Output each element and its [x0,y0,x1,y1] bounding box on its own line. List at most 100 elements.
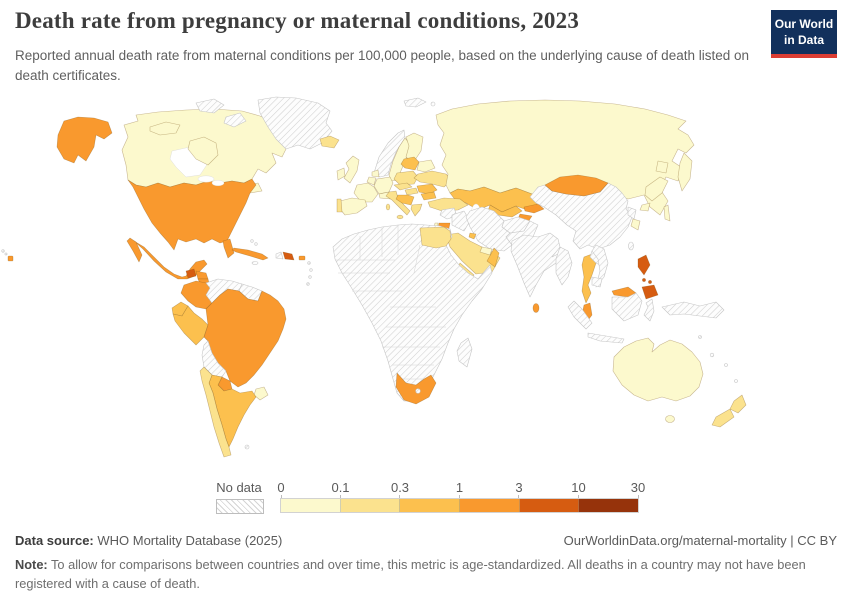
country-cuba[interactable] [231,247,269,261]
country-united-arab-emirates[interactable] [479,246,493,256]
country-ireland[interactable] [336,167,346,181]
country-italy[interactable] [385,190,411,216]
pacific-islet-vanuatu[interactable] [709,352,715,358]
pacific-islet[interactable] [4,252,8,256]
country-lesser-antilles-3[interactable] [308,275,312,279]
country-turkey[interactable] [427,197,469,212]
country-sri-lanka[interactable] [532,303,540,313]
country-czechia-slovakia[interactable] [393,182,413,191]
country-mexico[interactable] [133,240,208,280]
country-china[interactable] [529,182,633,250]
country-jamaica[interactable] [251,261,259,265]
country-vietnam[interactable] [591,244,609,288]
country-mexico-baja[interactable] [126,237,143,263]
country-japan-hokkaido[interactable] [655,160,669,174]
country-romania[interactable] [416,183,438,195]
pacific-islet-caledonia[interactable] [734,379,738,383]
legend-bin[interactable] [579,499,639,512]
country-australia[interactable] [612,337,704,402]
country-italy-sardinia[interactable] [385,203,391,211]
country-denmark[interactable] [371,169,380,178]
country-united-states-florida[interactable] [222,238,235,259]
country-africa-other[interactable] [332,223,493,402]
country-chile[interactable] [199,366,232,458]
country-egypt[interactable] [419,226,452,249]
country-finland[interactable] [405,132,424,164]
country-belgium-netherlands[interactable] [366,176,377,186]
country-south-africa[interactable] [395,372,437,405]
legend-no-data-swatch[interactable] [216,499,264,514]
country-mongolia[interactable] [544,174,609,197]
country-guatemala[interactable] [185,268,197,279]
country-indonesia-java[interactable] [587,332,625,344]
country-belarus[interactable] [416,159,436,173]
country-iceland[interactable] [319,135,340,149]
country-hungary[interactable] [404,187,419,196]
country-arctic-islands-2[interactable] [223,112,247,128]
country-indonesia-kalimantan[interactable] [611,292,643,322]
country-united-states[interactable] [127,178,257,251]
owid-logo[interactable]: Our World in Data [771,10,837,59]
country-philippines-mindanao[interactable] [641,284,659,300]
country-philippines-visayas-2[interactable] [648,280,652,284]
country-dominican-republic[interactable] [282,251,295,261]
country-kuwait[interactable] [468,232,477,240]
country-poland[interactable] [393,170,419,186]
legend-bin[interactable] [400,499,461,512]
country-new-zealand-north[interactable] [729,394,747,414]
country-bahamas[interactable] [250,239,254,243]
legend-bin[interactable] [340,499,401,512]
country-united-states-hawaii[interactable] [7,255,14,262]
legend-bin[interactable] [281,499,341,512]
country-south-korea[interactable] [630,218,641,231]
country-alaska[interactable] [56,116,113,164]
country-iraq[interactable] [451,210,471,232]
country-bahamas-2[interactable] [254,242,258,246]
country-uruguay[interactable] [253,386,269,401]
country-spain[interactable] [338,197,368,216]
country-honduras[interactable] [195,270,209,280]
country-russia-kamchatka[interactable] [677,152,693,192]
country-portugal[interactable] [336,198,343,213]
pacific-islet-fiji[interactable] [724,363,728,367]
country-united-kingdom[interactable] [343,155,360,184]
pacific-islet[interactable] [1,249,5,253]
country-cambodia[interactable] [591,276,603,288]
owid-license-link[interactable]: OurWorldinData.org/maternal-mortality | … [563,533,837,548]
country-indonesia-sumatra[interactable] [567,300,593,330]
country-russia-sakhalin[interactable] [663,204,671,222]
pacific-islet-solomon[interactable] [698,335,702,339]
country-puerto-rico[interactable] [298,255,306,261]
country-japan-honshu[interactable] [644,176,669,202]
country-lesser-antilles-4[interactable] [306,282,310,286]
country-canada-baffin[interactable] [187,136,219,166]
country-lesotho[interactable] [415,388,421,394]
country-japan-kyushu[interactable] [639,202,651,212]
country-new-guinea[interactable] [661,301,725,319]
country-svalbard-2[interactable] [430,101,436,107]
country-greece[interactable] [410,203,423,217]
legend-bin[interactable] [460,499,520,512]
country-taiwan[interactable] [628,241,634,251]
legend-bin[interactable] [519,499,580,512]
country-myanmar[interactable] [555,246,573,286]
country-russia[interactable] [435,99,695,216]
country-madagascar[interactable] [456,337,473,368]
country-falkland-islands[interactable] [244,444,250,450]
country-lesser-antilles-2[interactable] [309,268,313,272]
country-ukraine[interactable] [413,170,453,188]
country-haiti[interactable] [275,251,284,260]
country-philippines-visayas[interactable] [642,278,646,282]
country-italy-sicily[interactable] [396,214,404,220]
country-lesser-antilles[interactable] [307,261,311,265]
country-kyrgyzstan[interactable] [523,203,545,214]
country-saudi-arabia[interactable] [445,232,501,275]
country-baltic-states[interactable] [400,156,420,171]
country-bulgaria[interactable] [420,191,437,201]
country-philippines-luzon[interactable] [637,254,651,276]
country-north-korea[interactable] [627,206,637,220]
country-svalbard[interactable] [403,97,427,108]
country-new-zealand-south[interactable] [711,408,735,428]
country-france[interactable] [353,182,379,203]
country-australia-tasmania[interactable] [665,415,675,423]
